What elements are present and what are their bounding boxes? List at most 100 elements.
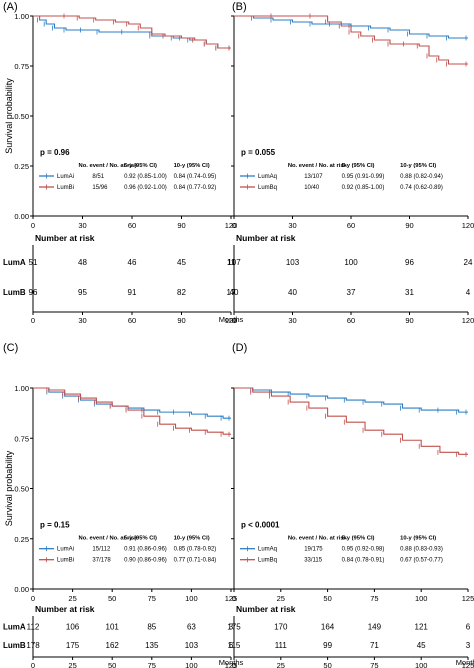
p2-x-tick-label: 30	[288, 221, 296, 230]
p4-risk-table-title: Number at risk	[236, 604, 296, 614]
p2-risk-value: 40	[288, 288, 297, 297]
p1-p-value: p = 0.96	[40, 148, 70, 157]
p4-risk-value: 99	[323, 641, 332, 650]
p4-x-tick-label: 125	[462, 594, 474, 603]
p3-panel-label: (C)	[3, 342, 18, 354]
p3-legend-name: LumBi	[57, 558, 74, 564]
p2-risk-x-tick-label: 30	[288, 316, 296, 325]
p1-risk-x-tick-label: 60	[128, 316, 136, 325]
p3-y-axis-label: Survival probability	[4, 450, 14, 526]
p1-legend-10y: 0.84 (0.77-0.92)	[174, 185, 217, 191]
p1-legend-name: LumAi	[57, 174, 74, 180]
p3-legend-5y: 0.91 (0.86-0.96)	[124, 547, 167, 553]
p3-x-tick-label: 50	[108, 594, 116, 603]
p1-months-label: Months	[219, 315, 244, 324]
p3-risk-value: 106	[66, 622, 80, 631]
p4-panel-label: (D)	[232, 342, 247, 354]
p1-risk-table-title: Number at risk	[35, 233, 95, 243]
p3-legend-10y: 0.77 (0.71-0.84)	[174, 558, 217, 564]
p1-series-line-2	[33, 15, 231, 49]
p4-legend-header: 10-y (95% CI)	[400, 536, 436, 542]
p1-x-tick-label: 120	[225, 221, 238, 230]
p2-risk-value: 103	[286, 258, 300, 267]
p3-risk-x-tick-label: 50	[108, 661, 116, 668]
p4-legend-5y: 0.84 (0.78-0.91)	[342, 558, 385, 564]
p1-x-tick-label: 30	[78, 221, 86, 230]
p1-risk-value: 82	[177, 288, 186, 297]
p3-risk-value: 178	[26, 641, 40, 650]
p3-risk-x-tick-label: 0	[31, 661, 35, 668]
p2-legend-header: 10-y (95% CI)	[400, 163, 436, 169]
p2-risk-value: 40	[230, 288, 239, 297]
p3-risk-row-label: LumA	[3, 622, 26, 631]
p2-legend-5y: 0.92 (0.85-1.00)	[342, 185, 385, 191]
p4-risk-value: 3	[466, 641, 471, 650]
p2-risk-x-tick-label: 90	[405, 316, 413, 325]
p1-legend-event: 8/51	[92, 174, 104, 180]
p2-x-tick-label: 60	[347, 221, 355, 230]
p4-risk-x-tick-label: 50	[323, 661, 331, 668]
p4-legend-name: LumBq	[258, 558, 277, 564]
p4-legend-10y: 0.67 (0.57-0.77)	[400, 558, 443, 564]
p3-risk-value: 175	[66, 641, 80, 650]
p1-y-axis-label: Survival probability	[4, 78, 14, 154]
p3-y-tick-label: 1.00	[14, 384, 29, 393]
p1-legend-5y: 0.92 (0.85-1.00)	[124, 174, 167, 180]
p3-months-label: Months	[219, 658, 244, 667]
p2-x-tick-label: 90	[405, 221, 413, 230]
p4-risk-x-tick-label: 75	[370, 661, 378, 668]
p3-x-tick-label: 125	[225, 594, 238, 603]
p2-legend-header: No. event / No. at risk	[288, 163, 348, 169]
p2-legend-event: 13/107	[304, 174, 323, 180]
p2-legend-event: 10/40	[304, 185, 320, 191]
p4-risk-value: 170	[274, 622, 288, 631]
p4-risk-x-tick-label: 125	[462, 661, 474, 668]
p1-legend-10y: 0.84 (0.74-0.95)	[174, 174, 217, 180]
p1-legend-event: 15/96	[92, 185, 108, 191]
p2-legend-header: 5-y (95% CI)	[342, 163, 375, 169]
p3-risk-value: 135	[145, 641, 159, 650]
p4-risk-x-tick-label: 0	[232, 661, 236, 668]
p4-x-tick-label: 75	[370, 594, 378, 603]
p1-risk-row-label: LumB	[3, 288, 26, 297]
p2-series-line-2	[234, 15, 468, 65]
p4-risk-value: 121	[415, 622, 429, 631]
p3-legend-10y: 0.85 (0.78-0.92)	[174, 547, 217, 553]
p1-y-tick-label: 0.75	[14, 62, 29, 71]
p4-risk-value: 45	[417, 641, 426, 650]
p2-x-tick-label: 0	[232, 221, 236, 230]
p2-risk-x-tick-label: 120	[462, 316, 474, 325]
p3-y-tick-label: 0.00	[14, 585, 29, 594]
p2-risk-value: 31	[405, 288, 414, 297]
p1-y-tick-label: 0.50	[14, 112, 29, 121]
p4-risk-x-tick-label: 25	[277, 661, 285, 668]
p1-series-line-1	[33, 15, 231, 49]
p4-legend-10y: 0.88 (0.83-0.93)	[400, 547, 443, 553]
p2-risk-table-title: Number at risk	[236, 233, 296, 243]
p4-legend-event: 19/175	[304, 547, 323, 553]
p3-y-tick-label: 0.25	[14, 535, 29, 544]
p1-x-tick-label: 90	[177, 221, 185, 230]
p3-legend-5y: 0.90 (0.86-0.96)	[124, 558, 167, 564]
p4-risk-value: 164	[321, 622, 335, 631]
p1-risk-row-label: LumA	[3, 258, 26, 267]
p2-risk-x-tick-label: 60	[347, 316, 355, 325]
p2-risk-value: 37	[347, 288, 356, 297]
p1-risk-value: 51	[29, 258, 38, 267]
p2-risk-value: 4	[466, 288, 471, 297]
p3-risk-x-tick-label: 25	[68, 661, 76, 668]
p3-y-tick-label: 0.50	[14, 485, 29, 494]
p2-risk-value: 24	[464, 258, 473, 267]
p1-risk-value: 11	[227, 258, 236, 267]
p1-risk-x-tick-label: 90	[177, 316, 185, 325]
p3-risk-x-tick-label: 100	[185, 661, 198, 668]
p3-risk-row-label: LumB	[3, 641, 26, 650]
p3-x-tick-label: 25	[68, 594, 76, 603]
p4-risk-value: 71	[370, 641, 379, 650]
p3-legend-event: 15/112	[92, 547, 111, 553]
p3-risk-value: 6	[229, 641, 234, 650]
p2-risk-value: 96	[405, 258, 414, 267]
p3-x-tick-label: 75	[148, 594, 156, 603]
p1-risk-x-tick-label: 120	[225, 316, 238, 325]
p4-risk-value: 6	[466, 622, 471, 631]
